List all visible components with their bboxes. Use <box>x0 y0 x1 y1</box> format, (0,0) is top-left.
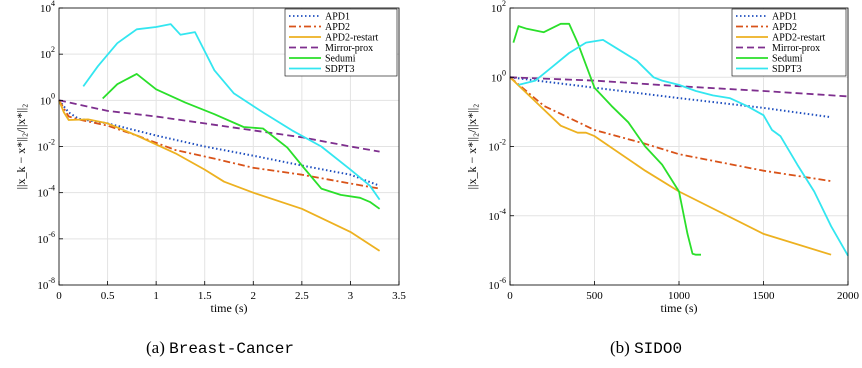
y-axis-label: ||x_k − x*||₂/||x*||₂ <box>14 104 28 190</box>
x-tick-label: 0 <box>56 290 62 302</box>
y-tick-label: 10-2 <box>37 138 55 154</box>
figure: 0 0.5 1 1.5 2 2.5 3 3.5 10-8 10-6 10-4 10-2 100 102 10… <box>14 0 860 315</box>
chart-a: 0 0.5 1 1.5 2 2.5 3 3.5 10-8 10-6 10-4 10-2 100 102 10… <box>14 0 406 315</box>
legend-box <box>731 8 847 77</box>
x-axis-label: time (s) <box>211 301 248 315</box>
legend-label-sedumi: Sedumi <box>325 54 356 65</box>
x-tick-label: 1000 <box>668 290 691 302</box>
series-line-mirror-prox <box>58 99 380 153</box>
series-layer <box>58 23 381 252</box>
series-line-apd1 <box>509 76 832 119</box>
series-line-sdpt3 <box>82 23 381 201</box>
legend-label-apd2: APD2 <box>772 22 797 33</box>
chart-b: 0 500 1000 1500 2000 10-6 10-4 10-2 100 102 time (… <box>465 0 860 315</box>
caption-b-prefix: (b) <box>610 338 630 357</box>
caption-b: (b) SIDO0 <box>610 338 682 358</box>
caption-b-name: SIDO0 <box>634 340 683 358</box>
x-axis-label: time (s) <box>661 301 698 315</box>
y-tick-label: 10-4 <box>488 207 506 223</box>
x-tick-label: 500 <box>586 290 603 302</box>
y-tick-label: 102 <box>40 45 55 61</box>
legend-label-apd2-restart: APD2-restart <box>325 33 379 44</box>
series-line-apd2-restart <box>509 76 832 256</box>
series-layer <box>509 22 849 257</box>
legend-label-mirror-prox: Mirror-prox <box>325 43 373 54</box>
x-tick-label: 0.5 <box>101 290 115 302</box>
series-line-mirror-prox <box>509 76 849 98</box>
y-tick-label: 100 <box>40 91 55 107</box>
series-line-apd2 <box>58 99 380 190</box>
y-tick-label: 100 <box>491 68 506 84</box>
series-line-apd1 <box>58 99 380 187</box>
x-tick-label: 2.5 <box>295 290 309 302</box>
legend-label-apd2-restart: APD2-restart <box>772 33 826 44</box>
y-tick-label: 10-2 <box>488 138 506 154</box>
y-tick-label: 10-8 <box>37 276 55 292</box>
legend-label-apd2: APD2 <box>325 22 350 33</box>
y-tick-label: 10-6 <box>488 276 506 292</box>
y-tick-label: 102 <box>491 0 506 15</box>
legend-label-apd1: APD1 <box>772 12 797 23</box>
y-tick-label: 10-4 <box>37 184 55 200</box>
legend-label-sdpt3: SDPT3 <box>325 64 354 75</box>
x-tick-label: 1.5 <box>198 290 212 302</box>
legend-label-sdpt3: SDPT3 <box>772 64 801 75</box>
legend-label-apd1: APD1 <box>325 12 350 23</box>
y-tick-label: 10-6 <box>37 230 55 246</box>
x-tick-label: 1500 <box>753 290 776 302</box>
caption-a: (a) Breast-Cancer <box>146 338 294 358</box>
x-tick-label: 2000 <box>837 290 860 302</box>
x-tick-label: 0 <box>507 290 513 302</box>
x-tick-label: 2 <box>251 290 257 302</box>
series-line-sedumi <box>102 73 381 210</box>
legend-box <box>284 8 398 77</box>
series-line-sedumi <box>512 22 701 256</box>
legend-label-mirror-prox: Mirror-prox <box>772 43 820 54</box>
y-tick-label: 104 <box>40 0 55 15</box>
caption-a-name: Breast-Cancer <box>169 340 294 358</box>
series-line-apd2-restart <box>58 99 381 252</box>
x-tick-label: 3.5 <box>392 290 406 302</box>
series-line-sdpt3 <box>518 39 849 257</box>
y-axis-label: ||x_k − x*||₂/||x*||₂ <box>465 104 479 190</box>
x-tick-label: 3 <box>348 290 354 302</box>
x-tick-label: 1 <box>153 290 159 302</box>
legend-label-sedumi: Sedumi <box>772 54 803 65</box>
caption-a-prefix: (a) <box>146 338 165 357</box>
series-line-apd2 <box>509 76 832 182</box>
